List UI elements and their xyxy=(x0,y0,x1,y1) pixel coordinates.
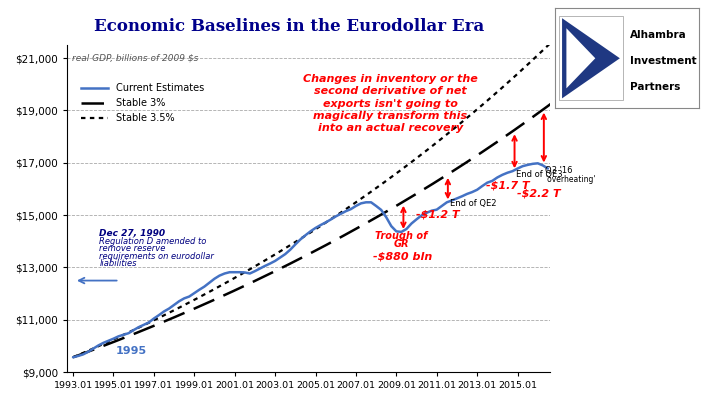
Text: -$880 bln: -$880 bln xyxy=(373,252,432,262)
Stable 3.5% xyxy=(357,196,366,201)
Current Estimates xyxy=(403,227,411,231)
Current Estimates xyxy=(154,312,163,317)
Polygon shape xyxy=(566,28,595,88)
Current Estimates xyxy=(392,229,400,234)
Text: remove reserve: remove reserve xyxy=(99,244,166,253)
Text: -$2.2 T: -$2.2 T xyxy=(517,189,560,199)
Stable 3.5% xyxy=(553,34,562,38)
Text: requirements on eurodollar: requirements on eurodollar xyxy=(99,252,214,261)
Text: Dec 27, 1990: Dec 27, 1990 xyxy=(99,229,166,238)
Stable 3.5% xyxy=(477,103,486,108)
Text: Q3 '16: Q3 '16 xyxy=(545,166,572,175)
Text: -$1.7 T: -$1.7 T xyxy=(486,181,529,191)
Text: liabilities: liabilities xyxy=(99,259,137,268)
Text: End of QE2: End of QE2 xyxy=(450,199,496,208)
Text: Trough of: Trough of xyxy=(375,231,427,241)
Current Estimates xyxy=(422,210,431,215)
Stable 3% xyxy=(553,96,562,101)
Current Estimates xyxy=(544,166,552,171)
Stable 3% xyxy=(356,224,364,229)
Text: Alhambra: Alhambra xyxy=(630,30,687,40)
Stable 3.5% xyxy=(356,197,364,202)
Current Estimates xyxy=(69,355,78,360)
Stable 3.5% xyxy=(366,190,374,195)
Text: Partners: Partners xyxy=(630,82,680,92)
Stable 3% xyxy=(477,150,486,155)
Polygon shape xyxy=(562,18,620,99)
Current Estimates xyxy=(417,213,426,218)
Current Estimates xyxy=(89,346,97,351)
Text: GR: GR xyxy=(393,239,409,249)
Legend: Current Estimates, Stable 3%, Stable 3.5%: Current Estimates, Stable 3%, Stable 3.5… xyxy=(77,79,208,127)
Line: Stable 3.5%: Stable 3.5% xyxy=(73,36,558,357)
Text: 'overheating': 'overheating' xyxy=(545,175,595,184)
Text: Economic Baselines in the Eurodollar Era: Economic Baselines in the Eurodollar Era xyxy=(94,18,484,36)
Text: Regulation D amended to: Regulation D amended to xyxy=(99,237,207,246)
Line: Stable 3%: Stable 3% xyxy=(73,99,558,357)
Text: End of QE3: End of QE3 xyxy=(515,170,562,179)
Stable 3% xyxy=(366,219,374,224)
Stable 3% xyxy=(508,129,517,134)
Stable 3.5% xyxy=(69,355,78,360)
Text: real GDP, billions of 2009 $s: real GDP, billions of 2009 $s xyxy=(72,53,198,62)
Line: Current Estimates: Current Estimates xyxy=(73,163,548,357)
Current Estimates xyxy=(534,161,542,166)
Stable 3% xyxy=(70,354,79,359)
Stable 3.5% xyxy=(508,76,517,81)
Text: -$1.2 T: -$1.2 T xyxy=(416,210,460,220)
Stable 3% xyxy=(357,223,366,228)
Stable 3% xyxy=(69,355,78,360)
Bar xyxy=(559,16,623,100)
Text: Investment: Investment xyxy=(630,56,697,66)
Stable 3.5% xyxy=(70,354,79,359)
Text: Changes in inventory or the
second derivative of net
exports isn't going to
magi: Changes in inventory or the second deriv… xyxy=(303,74,478,133)
Text: 1995: 1995 xyxy=(116,346,147,356)
